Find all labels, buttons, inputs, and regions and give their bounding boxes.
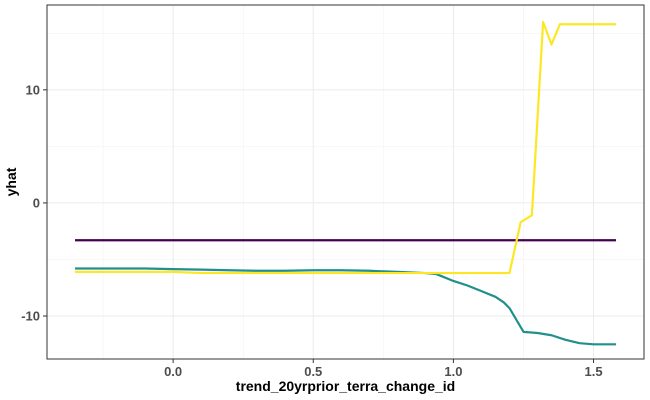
- plot-panel-background: [47, 5, 644, 359]
- x-tick-label: 0.5: [304, 364, 322, 379]
- x-tick-label: 0.0: [164, 364, 182, 379]
- y-tick-label: 0: [33, 195, 40, 210]
- series-line-2: [75, 267, 616, 346]
- x-tick-label: 1.5: [585, 364, 603, 379]
- series-line-3: [75, 20, 616, 275]
- y-tick-label: -10: [21, 309, 40, 324]
- y-tick-label: 10: [26, 82, 40, 97]
- y-axis: -10 0 10: [21, 82, 47, 324]
- series-layer: [75, 20, 616, 346]
- x-tick-label: 1.0: [444, 364, 462, 379]
- x-axis: 0.0 0.5 1.0 1.5: [164, 359, 603, 379]
- plot-panel-border: [46, 4, 645, 360]
- grid: [47, 5, 644, 359]
- y-axis-title: yhat: [3, 167, 19, 196]
- x-axis-title: trend_20yrprior_terra_change_id: [236, 378, 455, 394]
